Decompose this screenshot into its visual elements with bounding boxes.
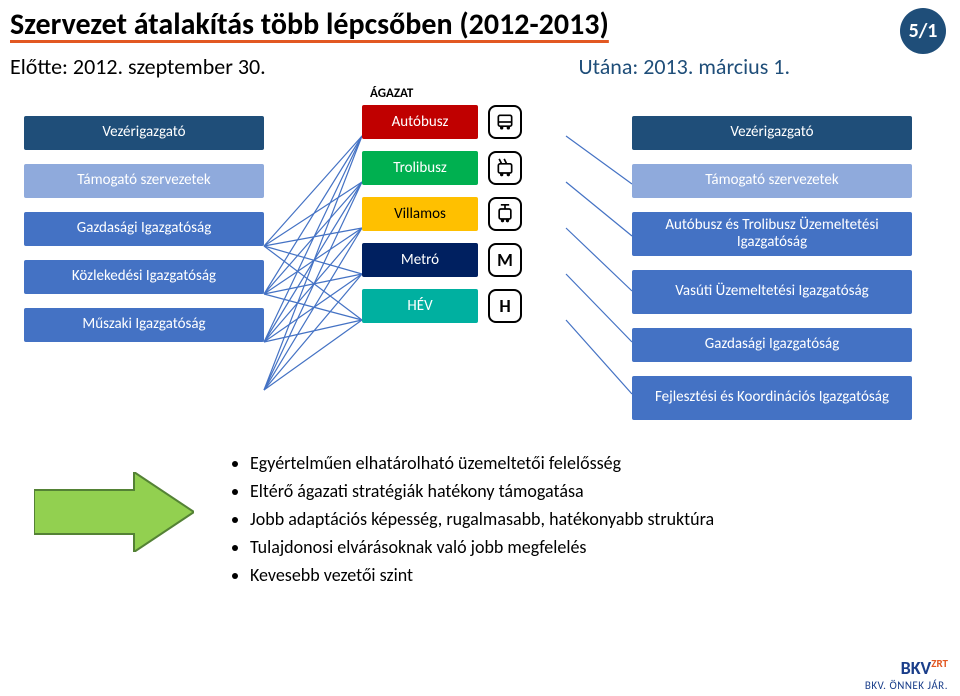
right-top-box: Vezérigazgató [632,116,912,150]
bkv-logo: BKVZRT [865,657,948,679]
trolley-icon [488,151,522,185]
after-label: Utána: 2013. március 1. [579,53,791,80]
left-box: Gazdasági Igazgatóság [24,212,264,246]
left-box: Műszaki Igazgatóság [24,308,264,342]
right-box: Autóbusz és Trolibusz Üzemeltetési Igazg… [632,212,912,256]
H-icon: H [488,289,522,323]
mid-box: Metró [362,243,478,277]
mid-box: Autóbusz [362,105,478,139]
agazat-label: ÁGAZAT [370,86,522,101]
left-column: Vezérigazgató Támogató szervezetek Gazda… [24,116,264,342]
right-box: Vasúti Üzemeltetési Igazgatóság [632,270,912,314]
page-number-badge: 5/1 [900,8,946,54]
middle-column: ÁGAZAT Autóbusz Trolibusz Villamos Metró M HÉ… [362,86,522,323]
mid-box: Villamos [362,197,478,231]
bullet-item: Kevesebb vezetői szint [250,564,960,586]
page-title: Szervezet átalakítás több lépcsőben (201… [0,0,960,43]
mid-row: Trolibusz [362,151,522,185]
tram-icon [488,197,522,231]
bullet-item: Tulajdonosi elvárásoknak való jobb megfe… [250,536,960,558]
footer-tagline: BKV. ÖNNEK JÁR. [865,679,948,692]
mid-row: HÉV H [362,289,522,323]
left-box: Közlekedési Igazgatóság [24,260,264,294]
right-box: Fejlesztési és Koordinációs Igazgatóság [632,376,912,420]
bullet-item: Egyértelműen elhatárolható üzemeltetői f… [250,452,960,474]
bullet-item: Jobb adaptációs képesség, rugalmasabb, h… [250,508,960,530]
M-icon: M [488,243,522,277]
right-box: Támogató szervezetek [632,164,912,198]
bullets-section: Egyértelműen elhatárolható üzemeltetői f… [0,452,960,586]
footer: BKVZRT BKV. ÖNNEK JÁR. [865,657,948,692]
bus-icon [488,105,522,139]
left-top-box: Vezérigazgató [24,116,264,150]
mid-row: Metró M [362,243,522,277]
right-column: Vezérigazgató Támogató szervezetek Autób… [632,116,912,420]
bullet-list: Egyértelműen elhatárolható üzemeltetői f… [250,452,960,586]
mid-row: Villamos [362,197,522,231]
subtitle-row: Előtte: 2012. szeptember 30. Utána: 2013… [0,43,960,80]
mid-box: HÉV [362,289,478,323]
mid-box: Trolibusz [362,151,478,185]
org-diagram: Vezérigazgató Támogató szervezetek Gazda… [0,86,960,446]
mid-row: Autóbusz [362,105,522,139]
logo-text: BKV [901,657,932,679]
left-box: Támogató szervezetek [24,164,264,198]
logo-suffix: ZRT [931,657,948,670]
right-box: Gazdasági Igazgatóság [632,328,912,362]
before-label: Előtte: 2012. szeptember 30. [10,53,266,80]
green-arrow-icon [34,472,194,552]
bullet-item: Eltérő ágazati stratégiák hatékony támog… [250,480,960,502]
